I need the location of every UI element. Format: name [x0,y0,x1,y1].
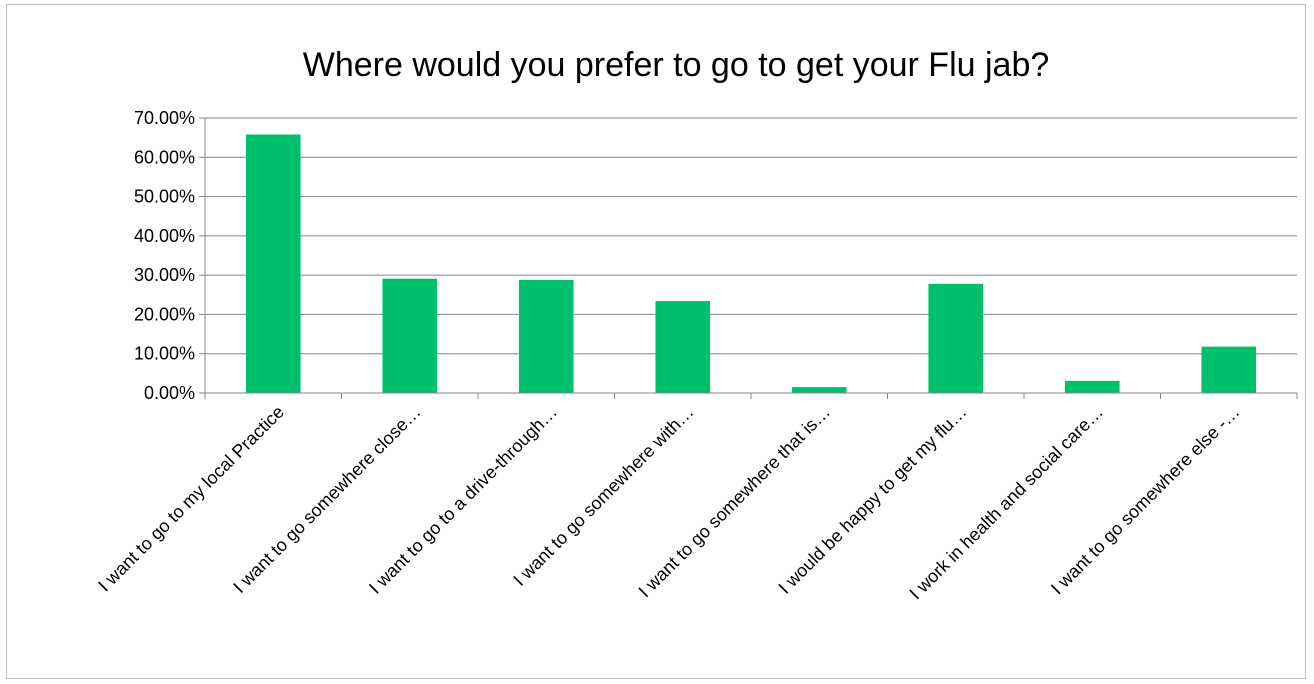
y-tick-label: 10.00% [134,344,195,364]
bars [245,134,1257,393]
bar [928,283,984,393]
bar [518,279,574,393]
gridlines [205,117,1297,355]
y-tick-label: 50.00% [134,187,195,207]
bar [382,278,438,393]
y-tick-labels: 0.00% 10.00% 20.00% 30.00% 40.00% 50.00% 60.00… [134,108,195,403]
y-tick-label: 20.00% [134,304,195,324]
bar-chart: Where would you prefer to go to get your… [94,46,1298,604]
y-tick-label: 0.00% [144,383,195,403]
bar [1064,380,1120,393]
chart-title: Where would you prefer to go to get your… [303,46,1050,84]
y-tick-label: 60.00% [134,147,195,167]
bar [655,301,711,393]
axes [199,117,1298,399]
bar [1201,346,1257,393]
bar [245,134,301,393]
bar [791,387,847,393]
chart-frame: Where would you prefer to go to get your… [6,4,1306,679]
y-tick-label: 30.00% [134,265,195,285]
y-tick-label: 70.00% [134,108,195,128]
y-tick-label: 40.00% [134,226,195,246]
